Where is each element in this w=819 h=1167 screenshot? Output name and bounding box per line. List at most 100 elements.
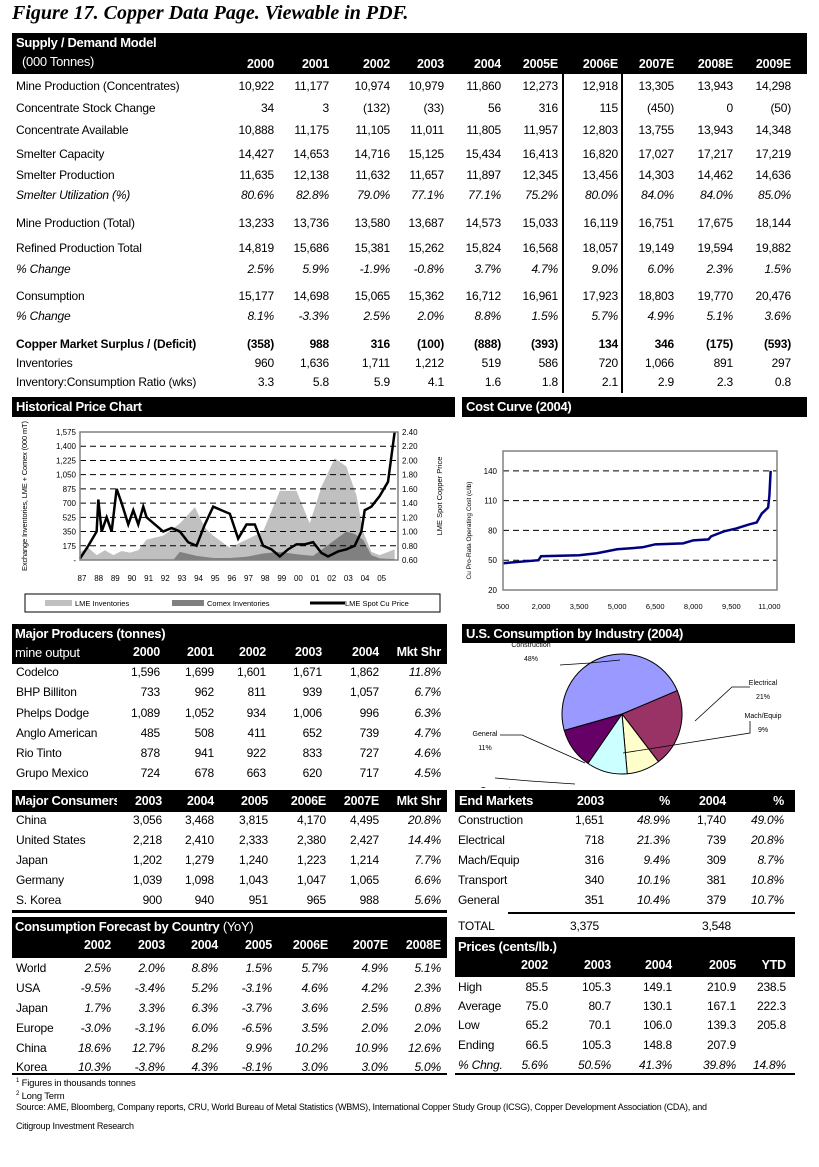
table-cell: 106.0: [642, 1018, 672, 1032]
table-cell: 678: [194, 766, 215, 780]
table-cell: 833: [302, 746, 323, 760]
table-cell: 8.1%: [247, 309, 274, 323]
table-cell: (50): [770, 101, 791, 115]
table-cell: 210.9: [706, 980, 736, 994]
table-cell: 14,716: [354, 147, 390, 161]
row-label: Ending: [458, 1038, 495, 1052]
table-cell: (888): [473, 337, 501, 351]
pie-label: Mach/Equip: [745, 713, 782, 720]
table-cell: 11,805: [466, 123, 501, 137]
row-label: Japan: [16, 853, 48, 867]
table-cell: 12,803: [582, 123, 618, 137]
x-tick-label: 94: [194, 574, 203, 583]
row-label: General: [458, 893, 500, 907]
prices-header: Prices (cents/lb.): [455, 937, 795, 977]
x-tick-label: 04: [361, 574, 370, 583]
us-consumption-pie-chart: Electrical 21% Mach/Equip 9% Transport 11% Gen…: [473, 643, 782, 788]
table-cell: 951: [248, 893, 269, 907]
row-label: Inventories: [16, 356, 73, 370]
column-header: %: [773, 794, 784, 808]
x-tick-label: 5,000: [608, 602, 627, 611]
table-cell: 13,456: [582, 168, 618, 182]
x-tick-label: 93: [177, 574, 186, 583]
table-cell: 14,819: [238, 241, 274, 255]
table-cell: 1,223: [296, 853, 326, 867]
table-cell: 21.3%: [636, 833, 670, 847]
table-cell: 12,345: [522, 168, 558, 182]
table-cell: 8.8%: [191, 961, 218, 975]
table-cell: 3.0%: [361, 1060, 388, 1074]
table-cell: 4.6%: [414, 746, 441, 760]
table-cell: 941: [194, 746, 215, 760]
y-tick-label: 20: [488, 586, 497, 595]
y2-tick-label: 0.80: [402, 542, 418, 551]
forecast-title: Consumption Forecast by Country: [15, 919, 220, 934]
total-2004: 3,548: [702, 919, 732, 933]
column-header: 2007E: [352, 938, 388, 952]
column-header: 2002: [238, 645, 266, 659]
table-cell: 1,098: [184, 873, 214, 887]
y-tick-label: 1,050: [56, 471, 77, 480]
table-cell: 5.7%: [591, 309, 618, 323]
table-cell: 10,979: [408, 79, 444, 93]
table-cell: 739: [706, 833, 727, 847]
table-cell: 988: [359, 893, 380, 907]
table-cell: 1,240: [238, 853, 268, 867]
table-cell: 18.6%: [77, 1041, 111, 1055]
table-cell: 13,736: [293, 216, 329, 230]
table-cell: 2.5%: [361, 1001, 388, 1015]
column-header: 2005: [240, 794, 268, 808]
table-cell: 85.0%: [757, 188, 791, 202]
table-cell: 316: [584, 853, 605, 867]
column-header: 2004: [190, 938, 218, 952]
y-tick-label: 140: [484, 467, 498, 476]
table-cell: 1,039: [132, 873, 162, 887]
table-cell: 5.6%: [414, 893, 441, 907]
column-header: 2008E: [405, 938, 441, 952]
table-cell: 878: [140, 746, 161, 760]
legend-label: LME Inventories: [75, 599, 129, 608]
consumers-title: Major Consumers: [15, 793, 117, 808]
column-header: 2006E: [292, 938, 328, 952]
legend-label: LME Spot Cu Price: [345, 599, 409, 608]
x-tick-label: 500: [497, 602, 510, 611]
table-cell: 1,596: [130, 665, 160, 679]
y2-tick-label: 1.40: [402, 499, 418, 508]
column-header: 2004: [698, 794, 726, 808]
end-markets-title: End Markets: [459, 793, 534, 808]
table-cell: 5.6%: [521, 1058, 548, 1072]
pie-percent: 21%: [756, 694, 770, 701]
y2-axis-label: LME Spot Copper Price: [435, 457, 444, 536]
table-cell: 10.1%: [636, 873, 670, 887]
table-cell: -6.5%: [241, 1021, 273, 1035]
column-header: 2003: [294, 645, 322, 659]
leader-line: [694, 686, 750, 722]
table-cell: 12,273: [522, 79, 558, 93]
table-cell: 1,089: [130, 706, 160, 720]
y2-tick-label: 1.80: [402, 471, 418, 480]
table-cell: 4.2%: [361, 981, 388, 995]
column-header: 2003: [576, 794, 604, 808]
consumers-header: Major Consumers: [12, 790, 447, 812]
row-label: % Change: [16, 262, 71, 276]
y2-tick-label: 1.20: [402, 513, 418, 522]
table-cell: -3.8%: [134, 1060, 166, 1074]
table-cell: 411: [247, 726, 266, 740]
y-tick-label: 80: [488, 526, 497, 535]
table-cell: 2.3%: [414, 981, 441, 995]
table-cell: 222.3: [756, 999, 786, 1013]
table-cell: 652: [302, 726, 323, 740]
supply-demand-units: (000 Tonnes): [22, 54, 95, 69]
table-cell: 15,033: [522, 216, 558, 230]
table-cell: 56: [488, 101, 501, 115]
pie-header: U.S. Consumption by Industry (2004): [462, 624, 795, 643]
table-cell: 15,262: [408, 241, 444, 255]
row-label: United States: [16, 833, 86, 847]
table-cell: 2.5%: [247, 262, 274, 276]
table-cell: 19,770: [697, 289, 733, 303]
table-cell: 1,052: [184, 706, 214, 720]
row-label: Refined Production Total: [16, 241, 142, 255]
row-label: USA: [16, 981, 41, 995]
table-cell: (175): [705, 337, 733, 351]
table-cell: 3.3: [257, 375, 274, 389]
